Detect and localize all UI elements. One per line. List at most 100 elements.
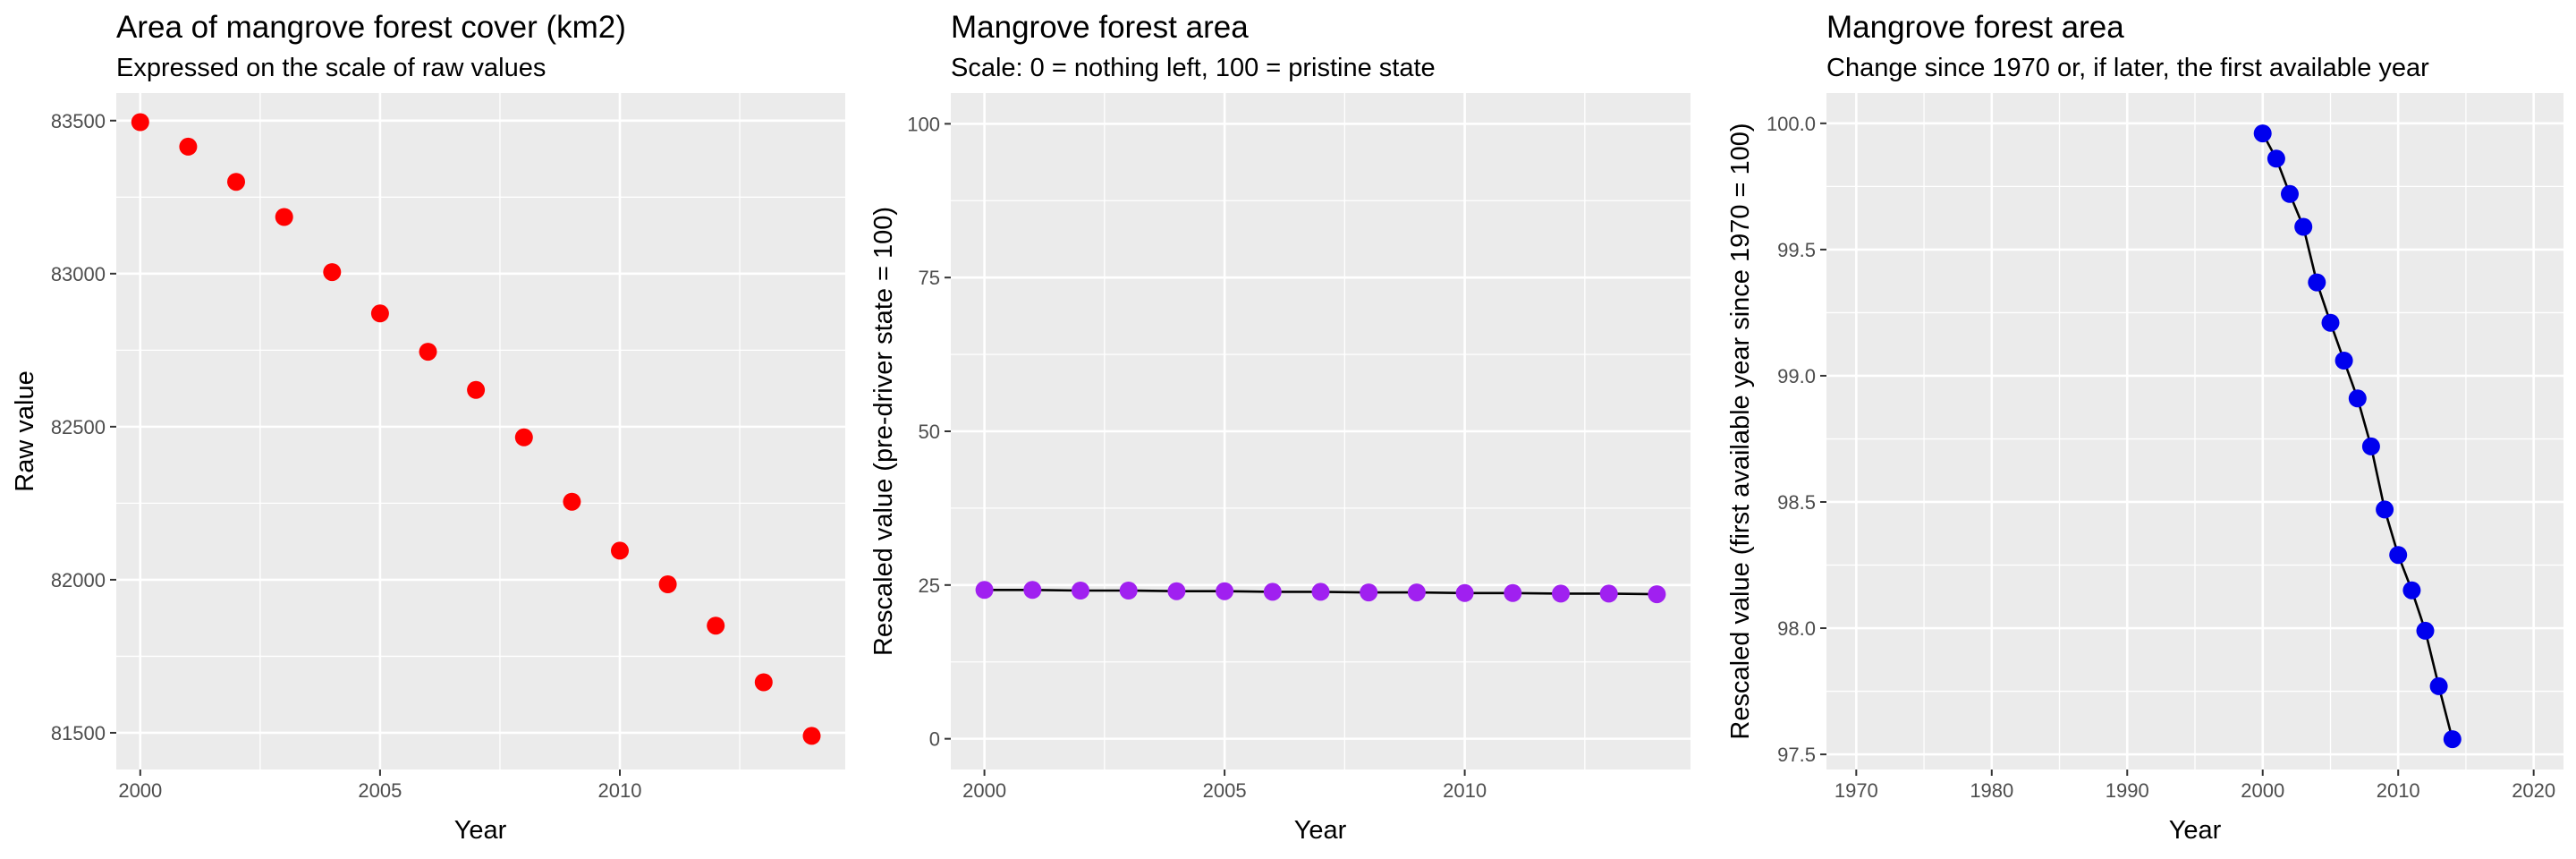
y-tick-label: 75: [919, 267, 940, 289]
data-point: [1167, 582, 1186, 600]
y-tick-label: 25: [919, 574, 940, 597]
y-tick-label: 0: [929, 728, 940, 751]
panel-1-gridlines: [116, 93, 845, 770]
y-tick-label: 83000: [51, 263, 106, 285]
data-point: [2294, 217, 2313, 236]
panel-2-title: Mangrove forest area: [951, 10, 1249, 45]
panel-2-x-axis-title: Year: [1294, 816, 1347, 845]
x-tick-label: 2020: [2512, 779, 2555, 802]
y-tick-label: 100.0: [1767, 113, 1816, 135]
panel-2-gridlines: [951, 93, 1690, 770]
data-point: [1552, 584, 1570, 603]
data-point: [179, 137, 198, 156]
data-point: [975, 581, 994, 600]
y-tick-label: 99.5: [1777, 239, 1816, 261]
x-tick-label: 1990: [2106, 779, 2149, 802]
x-tick-label: 2010: [2377, 779, 2420, 802]
panel-2-x-tick-labels: 2000 2005 2010: [962, 770, 1487, 802]
data-point: [467, 380, 486, 399]
panel-3-y-axis-title: Rescaled value (first available year sin…: [1726, 123, 1755, 739]
data-point: [2443, 730, 2462, 749]
data-point: [754, 673, 773, 692]
data-point: [1311, 583, 1330, 601]
panel-3-x-axis-title: Year: [2169, 816, 2222, 845]
y-tick-label: 82500: [51, 416, 106, 438]
data-point: [370, 304, 389, 323]
data-point: [131, 113, 149, 132]
x-tick-label: 1970: [1835, 779, 1878, 802]
y-tick-label: 98.5: [1777, 491, 1816, 514]
panel-2-data-points: [975, 581, 1666, 604]
data-point: [802, 727, 821, 745]
data-point: [227, 173, 245, 191]
panel-3-subtitle: Change since 1970 or, if later, the firs…: [1826, 54, 2429, 82]
panel-1-title: Area of mangrove forest cover (km2): [116, 10, 626, 45]
panel-3-title: Mangrove forest area: [1826, 10, 2124, 45]
data-point: [1263, 583, 1282, 601]
panel-3-x-tick-labels: 1970 1980 1990 2000 2010 2020: [1835, 770, 2555, 802]
data-point: [563, 492, 581, 511]
panel-3-y-tick-labels: 97.5 98.0 98.5 99.0 99.5 100.0: [1767, 113, 1826, 766]
data-point: [2321, 313, 2340, 332]
x-tick-label: 2000: [118, 779, 162, 802]
data-point: [1599, 584, 1618, 603]
panel-2-y-axis-title: Rescaled value (pre-driver state = 100): [869, 207, 898, 656]
data-point: [1072, 582, 1089, 600]
y-tick-label: 99.0: [1777, 365, 1816, 387]
y-tick-label: 98.0: [1777, 617, 1816, 640]
data-point: [1455, 583, 1474, 602]
data-point: [1119, 582, 1138, 600]
data-point: [2334, 352, 2353, 370]
panel-2-y-tick-labels: 0 25 50 75 100: [907, 113, 951, 751]
y-tick-label: 100: [907, 113, 940, 135]
y-tick-label: 83500: [51, 110, 106, 132]
data-point: [707, 617, 725, 635]
y-tick-label: 81500: [51, 722, 106, 744]
chart-panel-1: Area of mangrove forest cover (km2) Expr…: [11, 10, 845, 845]
y-tick-label: 97.5: [1777, 744, 1816, 766]
data-point: [2402, 581, 2421, 600]
y-tick-label: 82000: [51, 569, 106, 591]
data-point: [1407, 583, 1426, 602]
x-tick-label: 1980: [1970, 779, 2013, 802]
x-tick-label: 2005: [1203, 779, 1247, 802]
x-tick-label: 2000: [962, 779, 1006, 802]
data-point: [1504, 583, 1522, 602]
data-point: [1360, 583, 1378, 602]
x-tick-label: 2000: [2241, 779, 2284, 802]
data-point: [2389, 546, 2408, 565]
data-point: [1023, 581, 1042, 600]
data-point: [2376, 500, 2394, 519]
panel-1-y-tick-labels: 81500 82000 82500 83000 83500: [51, 110, 116, 744]
data-point: [419, 343, 437, 361]
data-point: [1216, 582, 1234, 600]
x-tick-label: 2010: [1443, 779, 1487, 802]
panel-1-x-tick-labels: 2000 2005 2010: [118, 770, 641, 802]
data-point: [2267, 149, 2285, 168]
data-point: [323, 263, 342, 282]
panel-3-gridlines: [1826, 93, 2563, 770]
data-point: [658, 575, 677, 593]
data-point: [2361, 437, 2380, 455]
data-point: [2308, 273, 2326, 292]
panel-1-data-points: [131, 113, 821, 745]
chart-panel-2: Mangrove forest area Scale: 0 = nothing …: [869, 10, 1690, 845]
x-tick-label: 2010: [598, 779, 642, 802]
panel-1-plot-background: [116, 93, 845, 770]
panel-3-data-points: [2253, 124, 2462, 749]
data-point: [611, 541, 629, 560]
x-tick-label: 2005: [358, 779, 402, 802]
data-point: [2416, 621, 2435, 640]
data-point: [2348, 389, 2367, 408]
panel-1-x-axis-title: Year: [454, 816, 507, 845]
y-tick-label: 50: [919, 421, 940, 443]
data-point: [2281, 184, 2299, 203]
panel-1-y-axis-title: Raw value: [11, 370, 39, 491]
data-point: [275, 208, 293, 226]
data-point: [1648, 585, 1666, 604]
data-point: [2253, 124, 2272, 143]
data-point: [514, 428, 533, 447]
panel-1-subtitle: Expressed on the scale of raw values: [116, 54, 546, 82]
chart-panel-3: Mangrove forest area Change since 1970 o…: [1726, 10, 2563, 845]
